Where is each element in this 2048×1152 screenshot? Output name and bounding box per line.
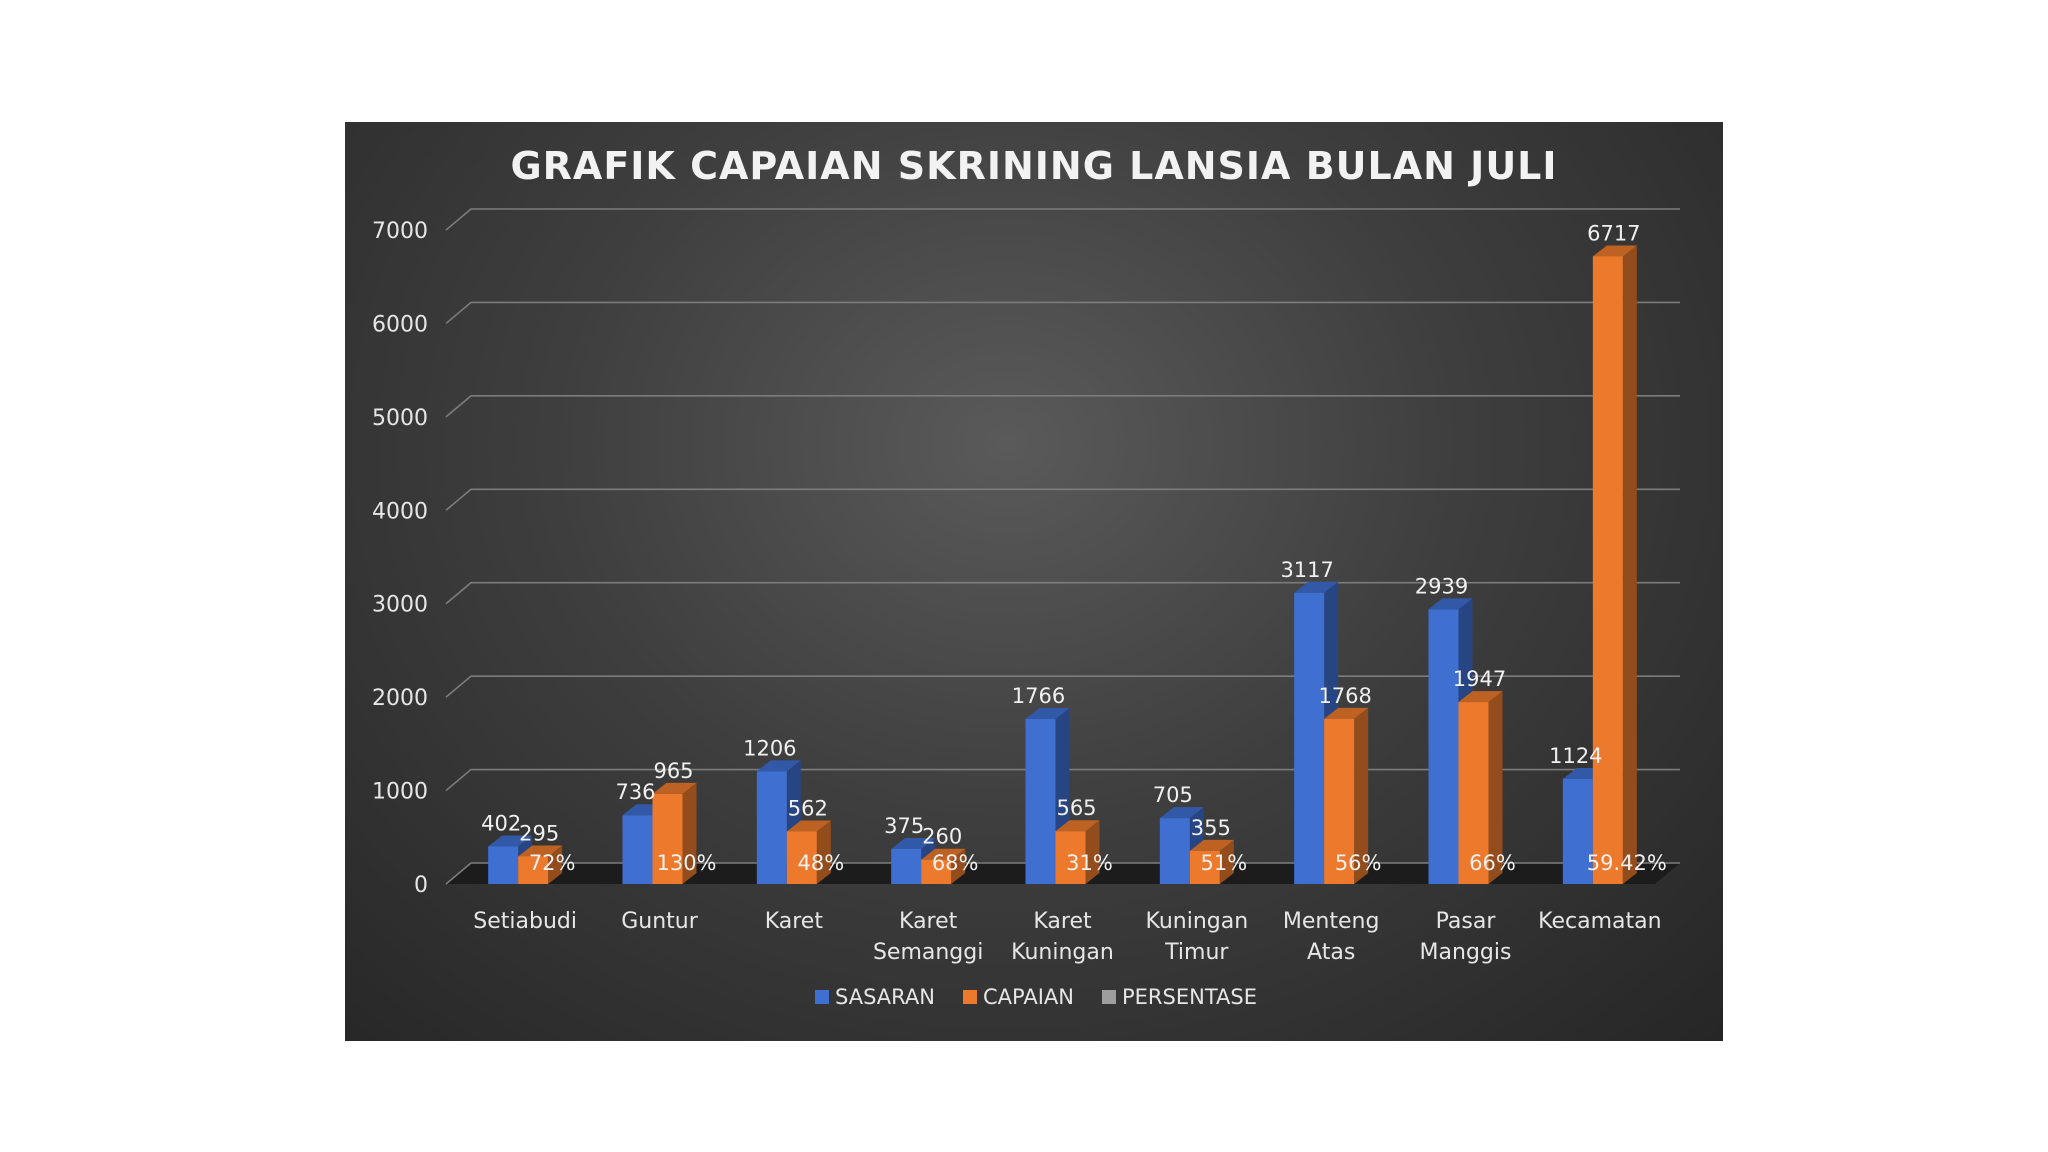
grid-layer: 0 1000 2000 3000 4000 5000 6000 7000	[372, 208, 1680, 898]
x-category-label: Atas	[1307, 940, 1355, 965]
gridline	[445, 768, 1680, 792]
data-label-persentase: 130%	[656, 851, 716, 875]
x-category-label: Setiabudi	[473, 909, 577, 934]
bar-capaian	[1055, 820, 1100, 884]
y-tick-label: 0	[414, 873, 428, 898]
x-category-label: Kecamatan	[1538, 909, 1661, 934]
y-tick-label: 5000	[372, 406, 428, 431]
bar-capaian	[1189, 839, 1234, 884]
gridline	[445, 675, 1680, 698]
bars-layer	[488, 245, 1637, 884]
legend-swatch	[963, 990, 977, 1004]
data-label-capaian: 1768	[1318, 684, 1371, 708]
data-label-persentase: 51%	[1200, 851, 1247, 875]
chart-panel: GRAFIK CAPAIAN SKRINING LANSIA BULAN JUL…	[345, 122, 1723, 1041]
bar-chart: GRAFIK CAPAIAN SKRINING LANSIA BULAN JUL…	[372, 144, 1680, 1009]
data-label-sasaran: 375	[884, 814, 924, 838]
data-label-persentase: 48%	[797, 851, 844, 875]
data-label-capaian: 355	[1191, 816, 1231, 840]
data-label-capaian: 260	[922, 825, 962, 849]
y-tick-label: 2000	[372, 686, 428, 711]
data-label-sasaran: 705	[1153, 783, 1193, 807]
x-category-label: Manggis	[1420, 940, 1512, 965]
bar-capaian	[1592, 245, 1637, 884]
bar-capaian	[1458, 691, 1503, 884]
data-label-sasaran: 736	[615, 780, 655, 804]
legend-label: SASARAN	[835, 985, 935, 1009]
bar-capaian	[921, 848, 966, 884]
data-label-sasaran: 1124	[1549, 744, 1602, 768]
x-category-label: Guntur	[621, 909, 699, 934]
bar-capaian	[786, 820, 831, 884]
data-label-persentase: 66%	[1469, 851, 1516, 875]
data-label-persentase: 59.42%	[1587, 851, 1667, 875]
data-label-sasaran: 2939	[1415, 574, 1468, 598]
y-tick-label: 1000	[372, 780, 428, 805]
data-label-persentase: 68%	[932, 851, 979, 875]
data-label-sasaran: 3117	[1280, 558, 1333, 582]
legend-label: PERSENTASE	[1122, 985, 1257, 1009]
legend: SASARAN CAPAIAN PERSENTASE	[815, 985, 1257, 1009]
data-label-sasaran: 1206	[743, 736, 796, 760]
y-tick-label: 6000	[372, 312, 428, 337]
data-label-capaian: 1947	[1453, 667, 1506, 691]
gridline	[445, 395, 1680, 418]
data-label-persentase: 72%	[529, 851, 576, 875]
bar-capaian	[518, 845, 563, 884]
data-label-capaian: 965	[653, 759, 693, 783]
legend-swatch	[1101, 990, 1116, 1004]
bar-capaian	[652, 782, 697, 884]
bar-capaian	[1324, 707, 1369, 884]
legend-swatch	[815, 990, 829, 1004]
legend-label: CAPAIAN	[983, 985, 1074, 1009]
data-label-sasaran: 1766	[1012, 684, 1065, 708]
data-label-capaian: 295	[519, 821, 559, 845]
data-label-persentase: 31%	[1066, 851, 1113, 875]
data-label-capaian: 565	[1056, 796, 1096, 820]
x-category-label: Menteng	[1283, 909, 1380, 934]
y-tick-label: 7000	[372, 219, 428, 244]
x-category-label: Karet	[765, 909, 824, 934]
x-category-label: Semanggi	[873, 940, 983, 965]
chart-title: GRAFIK CAPAIAN SKRINING LANSIA BULAN JUL…	[510, 144, 1557, 188]
data-label-capaian: 6717	[1587, 221, 1640, 245]
x-category-label: Kuningan	[1011, 940, 1114, 965]
x-category-label: Timur	[1164, 940, 1229, 965]
y-tick-label: 3000	[372, 593, 428, 618]
data-label-persentase: 56%	[1335, 851, 1382, 875]
y-tick-label: 4000	[372, 499, 428, 524]
gridline	[445, 301, 1680, 325]
data-label-capaian: 562	[788, 796, 828, 820]
x-category-label: Pasar	[1436, 909, 1497, 934]
data-label-sasaran: 402	[481, 811, 521, 835]
x-category-label: Karet	[899, 909, 958, 934]
gridline	[445, 581, 1680, 605]
gridline	[445, 208, 1680, 231]
gridline	[445, 862, 1680, 885]
x-category-label: Karet	[1033, 909, 1092, 934]
x-category-label: Kuningan	[1145, 909, 1248, 934]
gridline	[445, 488, 1680, 511]
